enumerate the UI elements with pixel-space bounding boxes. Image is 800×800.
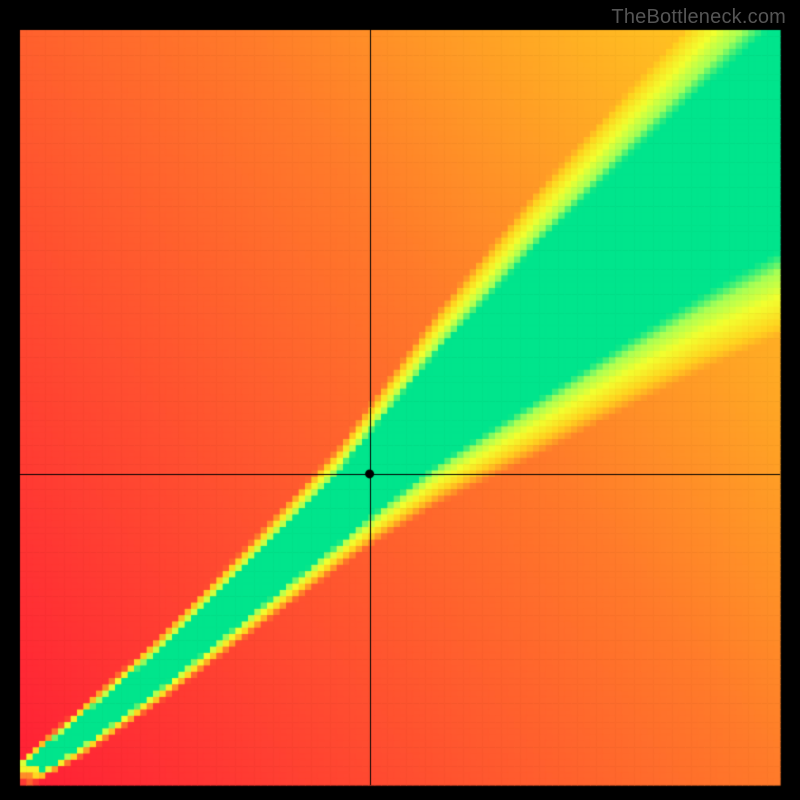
watermark-label: TheBottleneck.com bbox=[611, 6, 786, 29]
chart-container: TheBottleneck.com bbox=[0, 0, 800, 800]
heatmap-canvas bbox=[0, 0, 800, 800]
